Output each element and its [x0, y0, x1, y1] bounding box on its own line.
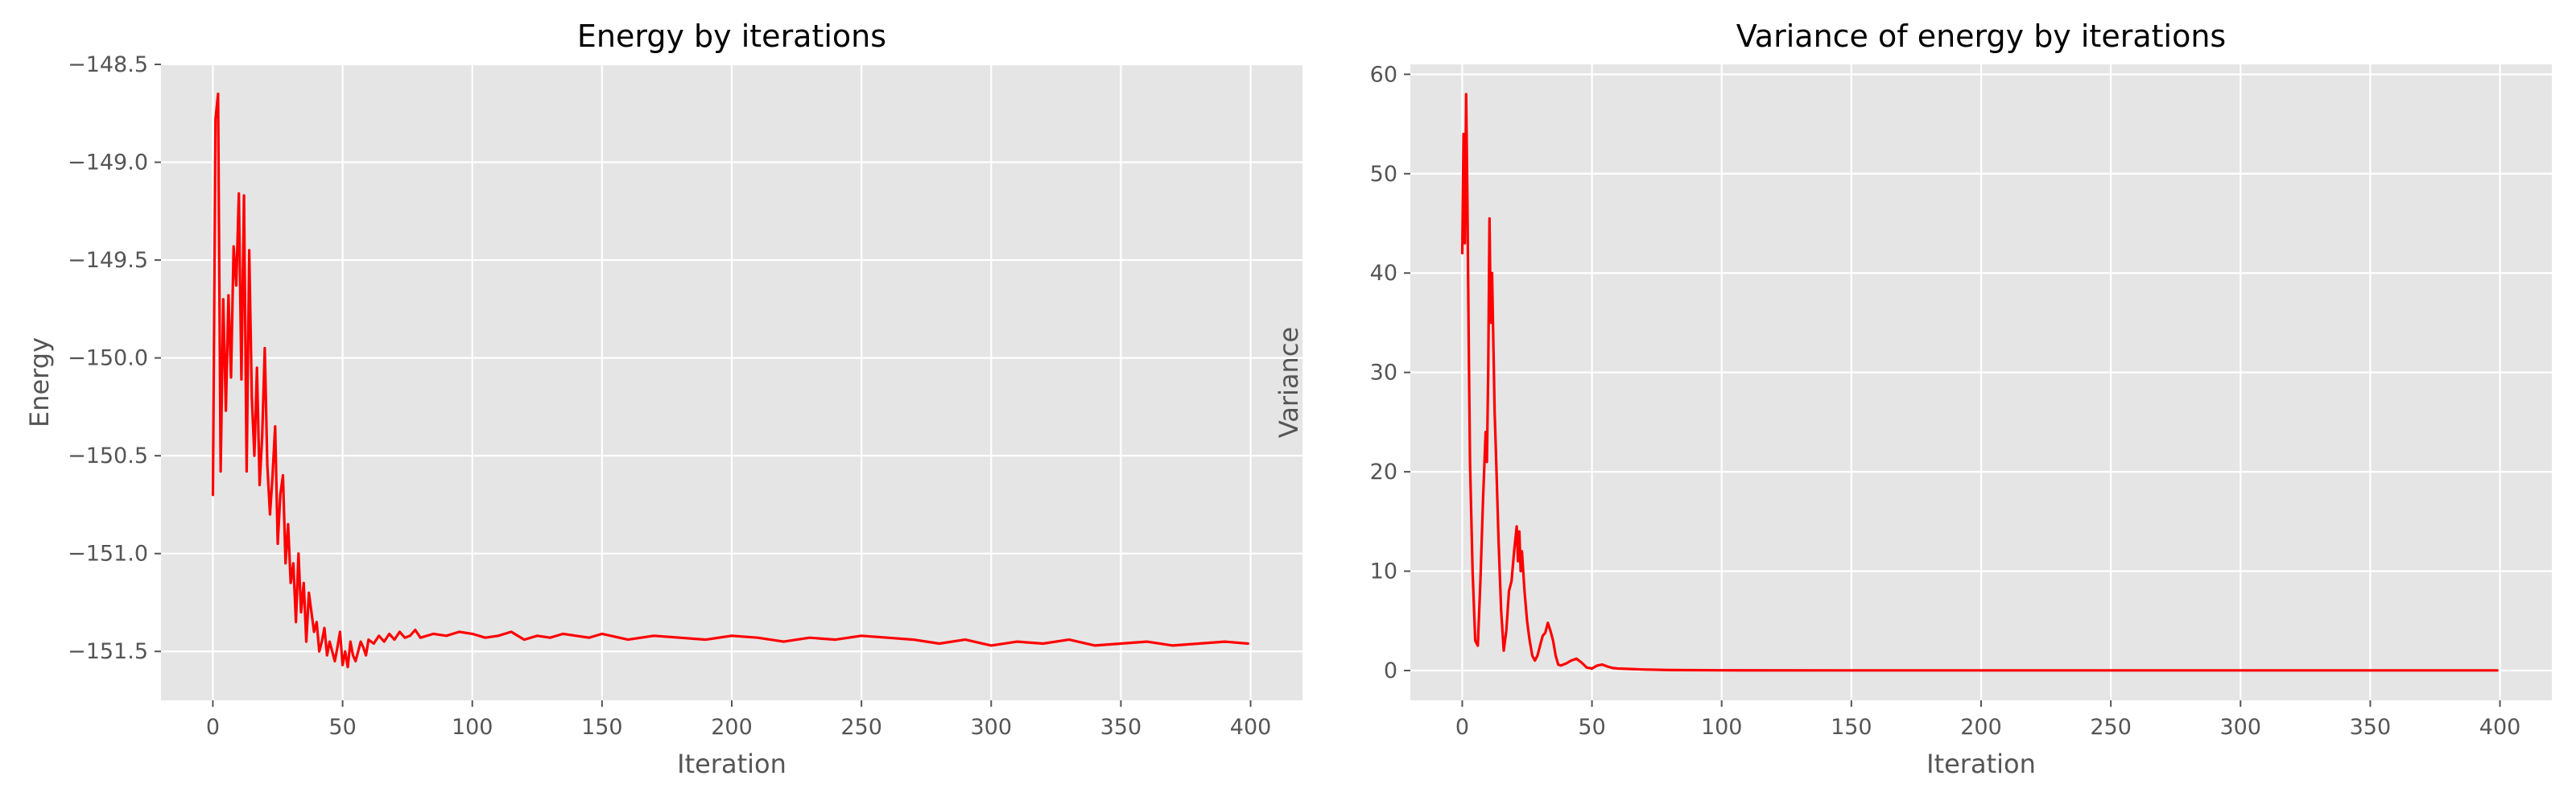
variance-y-tick-label: 0: [1384, 658, 1397, 683]
variance-y-tick-label: 60: [1370, 62, 1397, 87]
variance-x-tick-label: 250: [2090, 715, 2132, 740]
energy-x-tick-label: 350: [1100, 715, 1142, 740]
energy-y-tick-label: −150.5: [68, 444, 148, 468]
energy-x-tick-label: 250: [840, 715, 882, 740]
variance-chart-title: Variance of energy by iterations: [1736, 19, 2226, 54]
energy-chart: 0 50 100 150 200 250 300 350 400 −151.5 −151.0 −150…: [24, 19, 1302, 779]
variance-x-tick-label: 50: [1578, 715, 1605, 740]
variance-y-tick-label: 10: [1370, 559, 1397, 584]
energy-chart-title: Energy by iterations: [577, 19, 886, 54]
variance-x-tick-label: 400: [2479, 715, 2521, 740]
energy-series-line: [211, 92, 1249, 669]
variance-x-tick-label: 300: [2219, 715, 2261, 740]
energy-x-tick-label: 50: [328, 715, 356, 740]
variance-y-axis-label: Variance: [1274, 327, 1304, 438]
variance-x-tick-label: 100: [1701, 715, 1743, 740]
variance-y-tick-label: 50: [1370, 162, 1397, 187]
energy-x-tick-label: 100: [452, 715, 493, 740]
energy-x-tick-label: 400: [1230, 715, 1272, 740]
energy-y-tick-label: −149.0: [68, 151, 148, 175]
variance-chart: 0 50 100 150 200 250 300 350 400 0 10 20 30 40 50 60 Var…: [1274, 19, 2552, 779]
variance-x-axis-label: Iteration: [1926, 749, 2036, 779]
variance-x-tick-label: 0: [1455, 715, 1469, 740]
variance-x-tick-label: 200: [1960, 715, 2002, 740]
energy-y-tick-label: −148.5: [68, 52, 148, 77]
energy-y-tick-label: −151.0: [68, 542, 148, 567]
variance-x-tick-label: 150: [1831, 715, 1872, 740]
energy-x-tick-label: 0: [206, 715, 220, 740]
variance-y-tick-label: 30: [1370, 361, 1397, 386]
energy-y-axis-label: Energy: [24, 337, 55, 427]
variance-y-tick-label: 20: [1370, 460, 1397, 485]
energy-y-tick-label: −150.0: [68, 346, 148, 371]
energy-y-tick-label: −149.5: [68, 248, 148, 273]
energy-x-tick-label: 200: [711, 715, 753, 740]
energy-y-tick-label: −151.5: [68, 639, 148, 664]
energy-x-tick-label: 300: [970, 715, 1012, 740]
variance-x-tick-label: 350: [2350, 715, 2392, 740]
energy-x-axis-label: Iteration: [677, 749, 786, 779]
variance-y-tick-label: 40: [1370, 261, 1397, 286]
energy-x-tick-label: 150: [581, 715, 623, 740]
variance-series-line: [1460, 93, 2499, 672]
